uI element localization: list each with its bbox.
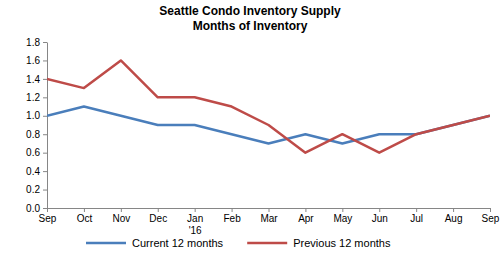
x-tick: Jun [372,208,388,224]
y-tick: 1.6 [26,55,47,66]
y-tick-mark [43,208,47,209]
x-tick-mark [379,208,380,212]
x-tick-mark [305,208,306,212]
x-tick-label: Sep [39,213,57,224]
y-tick-label: 1.0 [26,110,40,121]
y-tick-mark [43,171,47,172]
y-tick-mark [43,190,47,191]
x-tick-label: Jan'16 [187,213,203,236]
y-tick: 0.4 [26,166,47,177]
x-tick-label-line: '16 [189,225,202,236]
y-tick-mark [43,42,47,43]
y-tick-mark [43,60,47,61]
y-tick-label: 0.4 [26,166,40,177]
y-tick: 0.2 [26,184,47,195]
x-tick-label-line: Jan [187,213,203,224]
x-tick-mark [453,208,454,212]
x-tick: Oct [77,208,93,224]
legend-label: Previous 12 months [293,237,391,249]
y-tick: 0.8 [26,129,47,140]
y-axis-line [47,43,48,209]
legend: Current 12 months Previous 12 months [86,237,391,249]
x-tick-label: Nov [112,213,130,224]
x-axis: Sep Oct Nov Dec Jan'16 Feb Mar Apr May Jun Jul Aug S… [39,208,500,236]
x-tick-mark [490,208,491,212]
legend-item: Previous 12 months [247,237,391,249]
y-tick: 1.8 [26,37,47,48]
y-tick-label: 1.2 [26,92,40,103]
plot: 0.0 0.2 0.4 0.6 0.8 1.0 1.2 1.4 1.6 1.8 Sep Oct Nov D… [26,37,500,236]
x-tick-mark [416,208,417,212]
y-tick: 1.0 [26,110,47,121]
x-tick-label: Aug [445,213,463,224]
y-tick-label: 0.2 [26,184,40,195]
y-tick-label: 1.6 [26,55,40,66]
y-tick-mark [43,116,47,117]
y-tick-label: 1.4 [26,74,40,85]
x-tick-mark [47,208,48,212]
series-line [47,60,490,152]
x-tick: Feb [223,208,241,224]
subtitle: Months of Inventory [193,19,308,33]
x-tick-mark [121,208,122,212]
x-tick-mark [84,208,85,212]
title: Seattle Condo Inventory Supply [159,4,341,18]
y-tick: 1.2 [26,92,47,103]
x-tick-label: Jun [372,213,388,224]
legend-item: Current 12 months [86,237,224,249]
x-tick: Sep [482,208,500,224]
legend-label: Current 12 months [132,237,224,249]
y-tick-label: 0.6 [26,147,40,158]
legend-swatch [86,242,126,245]
y-tick: 1.4 [26,74,47,85]
x-tick: Jan'16 [187,208,203,236]
y-tick-mark [43,97,47,98]
y-tick-label: 0.0 [26,203,40,214]
x-tick-label: Jul [410,213,423,224]
x-tick: Mar [260,208,278,224]
x-tick-mark [158,208,159,212]
x-tick-mark [342,208,343,212]
x-tick-mark [269,208,270,212]
x-tick-label: Apr [298,213,314,224]
x-tick-label: Dec [149,213,167,224]
x-tick-label: Oct [77,213,93,224]
x-tick: Apr [298,208,314,224]
x-tick: Aug [445,208,463,224]
x-tick-mark [195,208,196,212]
chart: Seattle Condo Inventory SupplyMonths of … [0,0,500,257]
series-lines [47,60,490,152]
y-tick: 0.6 [26,147,47,158]
x-tick: Sep [39,208,57,224]
legend-swatch [247,242,287,245]
y-tick: 0.0 [26,203,47,214]
y-tick-label: 0.8 [26,129,40,140]
x-tick-label: Feb [223,213,241,224]
x-tick: Dec [149,208,167,224]
x-tick-label: Mar [260,213,278,224]
y-tick-mark [43,153,47,154]
x-tick-label: May [333,213,352,224]
y-tick-label: 1.8 [26,37,40,48]
y-tick-mark [43,134,47,135]
x-tick-label: Sep [482,213,500,224]
x-tick: May [333,208,352,224]
x-tick: Jul [410,208,423,224]
x-tick: Nov [112,208,130,224]
y-tick-mark [43,79,47,80]
x-tick-mark [232,208,233,212]
y-axis: 0.0 0.2 0.4 0.6 0.8 1.0 1.2 1.4 1.6 1.8 [26,37,47,214]
